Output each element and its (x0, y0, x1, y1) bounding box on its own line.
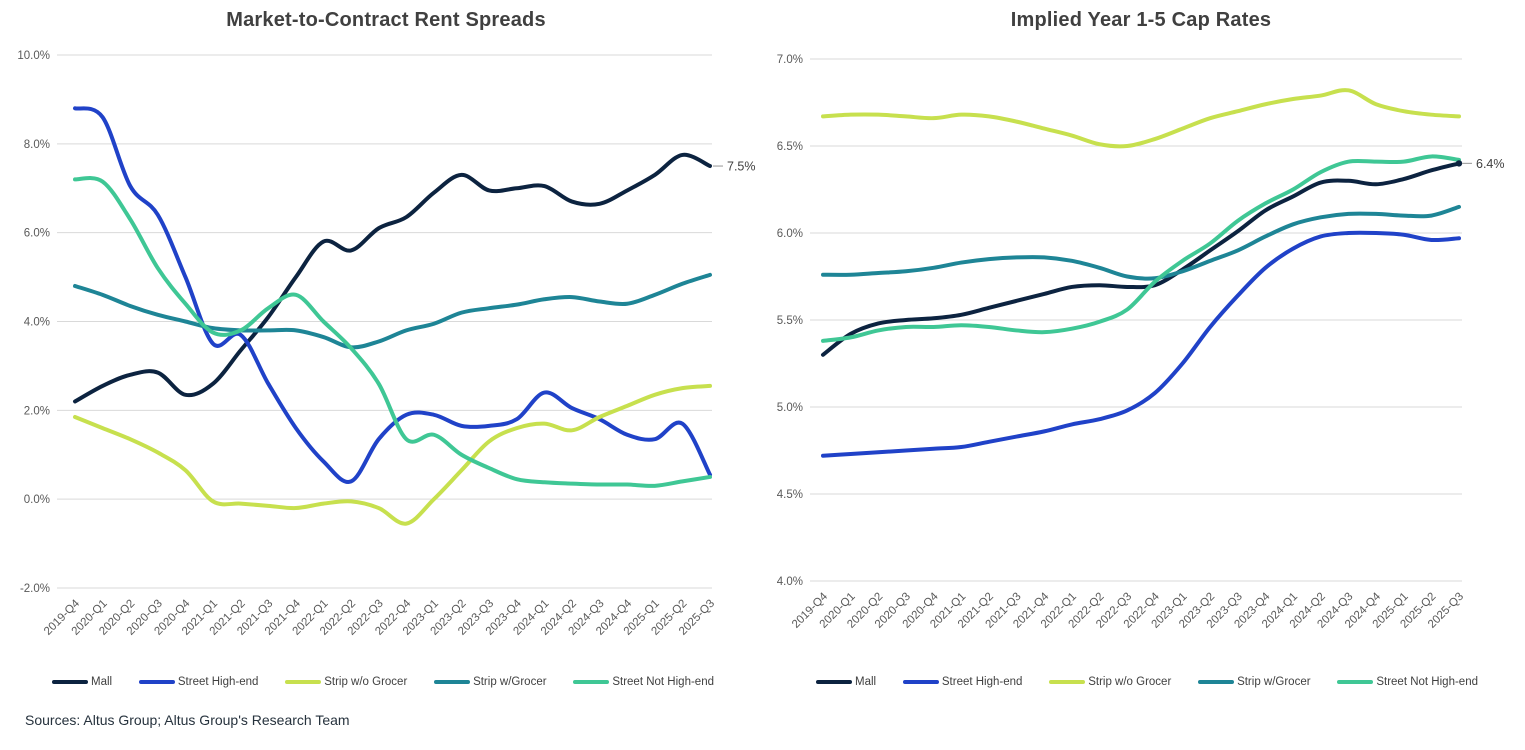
y-axis-label: 2.0% (24, 405, 50, 417)
legend-item-street-not-high-end: Street Not High-end (1337, 676, 1478, 688)
y-axis-label: 0.0% (24, 494, 50, 506)
legend-item-street-high-end: Street High-end (902, 676, 1023, 688)
y-axis-label: 10.0% (17, 50, 50, 62)
series-line-mall (73, 152, 712, 404)
legend: Mall Street High-end Strip w/o Grocer Strip… (52, 676, 714, 688)
y-axis-label: -2.0% (20, 583, 50, 595)
series-line-street-high-end (821, 230, 1461, 458)
legend-label: Strip w/o Grocer (1088, 676, 1172, 688)
legend-swatch-street-not-high-end (1337, 680, 1374, 684)
y-axis-label: 4.5% (777, 489, 803, 501)
legend-item-strip-w-grocer: Strip w/Grocer (434, 676, 547, 688)
y-axis-label: 6.5% (777, 141, 803, 153)
y-axis-label: 7.0% (777, 54, 803, 66)
legend-label: Strip w/o Grocer (324, 676, 408, 688)
annotation-label: 7.5% (727, 160, 756, 174)
legend-item-street-high-end: Street High-end (138, 676, 259, 688)
y-axis-label: 6.0% (24, 228, 50, 240)
series-line-street-not-high-end (73, 176, 712, 488)
annotation-label: 6.4% (1476, 157, 1505, 171)
legend-swatch-street-high-end (902, 680, 939, 684)
legend-label: Strip w/Grocer (473, 676, 547, 688)
chart-rent-spreads: Market-to-Contract Rent Spreads 10.0% 8.0… (0, 0, 760, 720)
chart-title: Implied Year 1-5 Cap Rates (1010, 9, 1272, 31)
series-line-street-not-high-end (821, 154, 1461, 343)
source-note: Sources: Altus Group; Altus Group's Rese… (25, 712, 350, 728)
rent-spreads-plot-area: 10.0%8.0%6.0%4.0%2.0%0.0%-2.0%2019-Q4202… (17, 50, 756, 638)
series-line-strip-w-o-grocer (73, 383, 712, 526)
legend-label: Strip w/Grocer (1237, 676, 1311, 688)
legend-label: Mall (91, 676, 113, 688)
series-line-mall (821, 161, 1461, 357)
legend-swatch-strip-w-grocer (434, 680, 471, 684)
series-line-strip-w-grocer (73, 272, 712, 350)
series-line-strip-w-o-grocer (821, 88, 1461, 149)
legend-label: Street Not High-end (1376, 676, 1478, 688)
series-line-street-high-end (73, 106, 712, 484)
legend-swatch-mall (816, 680, 852, 684)
chart-title: Market-to-Contract Rent Spreads (226, 9, 546, 31)
legend-swatch-strip-w-o-grocer (1049, 680, 1086, 684)
y-axis-label: 4.0% (24, 317, 50, 329)
legend-label: Street High-end (177, 676, 259, 688)
legend-item-strip-w-o-grocer: Strip w/o Grocer (285, 676, 407, 688)
series-line-strip-w-grocer (821, 204, 1461, 281)
legend-item-mall: Mall (816, 676, 876, 688)
y-axis-label: 5.5% (777, 315, 803, 327)
legend-item-strip-w-o-grocer: Strip w/o Grocer (1049, 676, 1171, 688)
legend-item-strip-w-grocer: Strip w/Grocer (1198, 676, 1311, 688)
legend-item-street-not-high-end: Street Not High-end (573, 676, 714, 688)
y-axis-label: 4.0% (777, 576, 803, 588)
legend-swatch-street-high-end (138, 680, 175, 684)
y-axis-label: 5.0% (777, 402, 803, 414)
legend-swatch-mall (52, 680, 88, 684)
legend-swatch-strip-w-o-grocer (285, 680, 322, 684)
y-axis-label: 6.0% (777, 228, 803, 240)
chart-cap-rates: Implied Year 1-5 Cap Rates 7.0% 6.5% 6.0% 5… (770, 0, 1525, 720)
annotation-end-dot (1455, 160, 1463, 167)
legend-label: Street Not High-end (612, 676, 714, 688)
legend-label: Street High-end (941, 676, 1023, 688)
cap-rates-plot-area: 7.0%6.5%6.0%5.5%5.0%4.5%4.0%2019-Q42020-… (777, 54, 1505, 631)
legend-label: Mall (855, 676, 877, 688)
legend: Mall Street High-end Strip w/o Grocer Strip… (816, 676, 1478, 688)
legend-item-mall: Mall (52, 676, 112, 688)
legend-swatch-street-not-high-end (573, 680, 610, 684)
legend-swatch-strip-w-grocer (1198, 680, 1235, 684)
y-axis-label: 8.0% (24, 139, 50, 151)
